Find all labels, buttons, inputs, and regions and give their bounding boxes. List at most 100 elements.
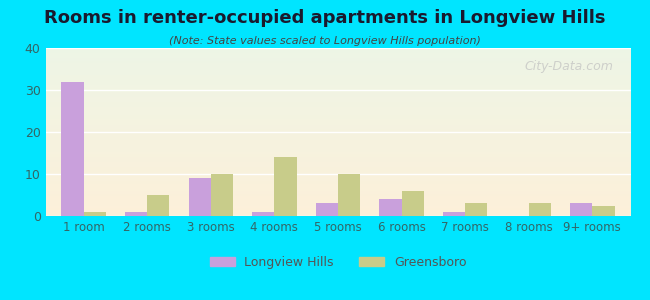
Bar — [46, 146, 630, 147]
Bar — [46, 78, 630, 80]
Bar — [46, 209, 630, 211]
Bar — [46, 118, 630, 120]
Bar — [46, 151, 630, 152]
Bar — [46, 97, 630, 98]
Bar — [46, 211, 630, 213]
Bar — [46, 58, 630, 60]
Bar — [46, 155, 630, 157]
Bar — [46, 117, 630, 118]
Bar — [46, 85, 630, 87]
Bar — [46, 172, 630, 174]
Bar — [46, 68, 630, 70]
Bar — [46, 204, 630, 206]
Bar — [46, 124, 630, 125]
Bar — [46, 194, 630, 196]
Bar — [46, 177, 630, 179]
Text: (Note: State values scaled to Longview Hills population): (Note: State values scaled to Longview H… — [169, 36, 481, 46]
Text: Rooms in renter-occupied apartments in Longview Hills: Rooms in renter-occupied apartments in L… — [44, 9, 606, 27]
Bar — [46, 67, 630, 68]
Bar — [46, 157, 630, 159]
Bar — [46, 98, 630, 100]
Bar — [46, 105, 630, 107]
Bar — [46, 80, 630, 82]
Bar — [46, 181, 630, 182]
Bar — [46, 213, 630, 214]
Bar — [46, 208, 630, 209]
Bar — [46, 184, 630, 186]
Bar — [46, 51, 630, 53]
Bar — [46, 112, 630, 113]
Bar — [46, 50, 630, 51]
Bar — [46, 125, 630, 127]
Bar — [46, 144, 630, 146]
Bar — [46, 75, 630, 76]
Bar — [46, 65, 630, 67]
Bar — [46, 70, 630, 71]
Bar — [46, 171, 630, 172]
Bar — [46, 206, 630, 208]
Bar — [125, 212, 148, 216]
Bar — [46, 139, 630, 140]
Bar — [570, 203, 592, 216]
Bar — [46, 174, 630, 176]
Bar — [46, 140, 630, 142]
Bar — [46, 193, 630, 194]
Legend: Longview Hills, Greensboro: Longview Hills, Greensboro — [205, 250, 471, 274]
Bar — [46, 115, 630, 117]
Bar — [46, 73, 630, 75]
Bar — [46, 176, 630, 177]
Bar — [46, 103, 630, 105]
Bar — [46, 63, 630, 65]
Bar — [46, 202, 630, 204]
Bar — [46, 113, 630, 115]
Bar — [46, 88, 630, 90]
Bar — [46, 179, 630, 181]
Bar — [46, 83, 630, 85]
Bar — [380, 199, 402, 216]
Bar — [61, 82, 84, 216]
Bar — [84, 212, 106, 216]
Bar — [46, 159, 630, 160]
Bar — [46, 60, 630, 61]
Bar — [274, 157, 296, 216]
Bar — [46, 130, 630, 132]
Bar — [46, 71, 630, 73]
Bar — [592, 206, 615, 216]
Bar — [46, 188, 630, 189]
Bar — [46, 197, 630, 199]
Bar — [46, 82, 630, 83]
Bar — [46, 142, 630, 144]
Bar — [46, 61, 630, 63]
Bar — [46, 182, 630, 184]
Bar — [46, 95, 630, 97]
Bar — [46, 53, 630, 55]
Bar — [46, 147, 630, 149]
Bar — [46, 56, 630, 58]
Bar — [46, 129, 630, 130]
Bar — [46, 201, 630, 202]
Bar — [46, 134, 630, 135]
Bar — [465, 203, 488, 216]
Bar — [148, 195, 170, 216]
Bar — [46, 135, 630, 137]
Bar — [316, 203, 338, 216]
Bar — [211, 174, 233, 216]
Bar — [46, 90, 630, 92]
Bar — [46, 102, 630, 103]
Bar — [46, 160, 630, 162]
Bar — [46, 55, 630, 56]
Bar — [46, 169, 630, 171]
Bar — [46, 186, 630, 188]
Bar — [46, 214, 630, 216]
Bar — [188, 178, 211, 216]
Bar — [46, 110, 630, 112]
Bar — [46, 149, 630, 151]
Bar — [46, 93, 630, 95]
Bar — [46, 100, 630, 102]
Bar — [46, 191, 630, 193]
Bar — [46, 127, 630, 129]
Bar — [252, 212, 274, 216]
Bar — [46, 162, 630, 164]
Bar — [46, 199, 630, 201]
Bar — [46, 120, 630, 122]
